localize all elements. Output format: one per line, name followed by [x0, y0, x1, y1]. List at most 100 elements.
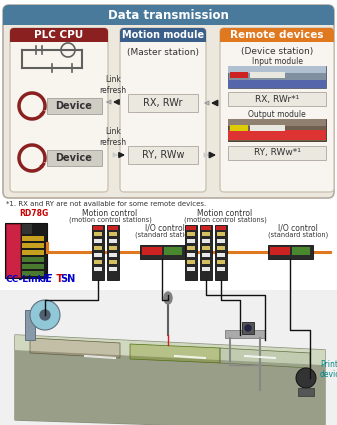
Bar	[22, 250, 44, 255]
Text: RX, RWr*¹: RX, RWr*¹	[255, 94, 299, 104]
Bar	[142, 247, 162, 255]
Text: Device: Device	[56, 153, 92, 163]
FancyBboxPatch shape	[220, 28, 334, 192]
Text: Remote devices: Remote devices	[230, 30, 324, 40]
Bar	[217, 246, 225, 250]
Bar	[94, 232, 102, 236]
Bar	[187, 239, 195, 243]
Bar	[25, 310, 35, 340]
Bar	[201, 226, 211, 230]
Bar	[268, 245, 313, 259]
Bar	[187, 260, 195, 264]
FancyBboxPatch shape	[120, 28, 206, 192]
Bar	[22, 243, 44, 248]
Bar	[94, 253, 102, 257]
Text: (motion control stations): (motion control stations)	[68, 217, 151, 223]
Bar	[230, 125, 248, 131]
FancyBboxPatch shape	[120, 28, 206, 42]
Bar	[22, 236, 44, 241]
Bar	[47, 98, 102, 114]
Text: Motion module: Motion module	[122, 30, 204, 40]
Text: (Device station): (Device station)	[241, 46, 313, 56]
Bar	[3, 16, 334, 25]
Polygon shape	[220, 348, 310, 368]
Bar	[94, 260, 102, 264]
Bar	[202, 267, 210, 271]
Bar	[217, 260, 225, 264]
Bar	[215, 225, 227, 280]
Bar	[164, 247, 182, 255]
Text: Motion control: Motion control	[197, 209, 253, 218]
Text: SN: SN	[60, 274, 75, 284]
Text: Link
refresh: Link refresh	[99, 75, 127, 95]
Ellipse shape	[245, 325, 251, 331]
Bar	[109, 246, 117, 250]
Bar	[202, 253, 210, 257]
Bar	[140, 245, 185, 259]
Text: Data transmission: Data transmission	[108, 8, 228, 22]
Text: I/O control: I/O control	[145, 224, 185, 232]
Bar	[108, 226, 118, 230]
Polygon shape	[15, 335, 325, 425]
Bar	[94, 246, 102, 250]
Text: IE: IE	[43, 274, 53, 284]
Bar	[187, 246, 195, 250]
Polygon shape	[130, 344, 220, 363]
Bar	[250, 125, 285, 131]
Polygon shape	[15, 335, 325, 365]
Bar	[225, 330, 265, 338]
Text: RX, RWr: RX, RWr	[143, 98, 183, 108]
Bar	[228, 66, 326, 88]
Text: (standard station): (standard station)	[268, 232, 328, 238]
FancyBboxPatch shape	[10, 28, 108, 192]
Bar	[242, 322, 254, 334]
Bar	[228, 66, 326, 73]
Bar	[217, 267, 225, 271]
Text: Link
refresh: Link refresh	[99, 128, 127, 147]
Bar	[216, 226, 226, 230]
Bar	[6, 224, 20, 277]
Bar	[187, 253, 195, 257]
Text: (standard station): (standard station)	[135, 232, 195, 238]
FancyBboxPatch shape	[10, 28, 108, 42]
Bar	[109, 253, 117, 257]
Ellipse shape	[164, 292, 172, 304]
Bar	[202, 239, 210, 243]
Polygon shape	[30, 338, 120, 358]
Bar	[22, 264, 44, 269]
Bar	[270, 247, 290, 255]
Bar	[92, 225, 104, 280]
Bar	[292, 247, 310, 255]
FancyBboxPatch shape	[3, 5, 334, 198]
Bar	[22, 257, 44, 262]
Text: PLC CPU: PLC CPU	[34, 30, 84, 40]
Bar	[298, 388, 314, 396]
Circle shape	[30, 300, 60, 330]
Bar	[186, 226, 196, 230]
Text: CC-Link: CC-Link	[5, 275, 43, 284]
Bar	[228, 130, 326, 140]
Text: Printing
device: Printing device	[320, 360, 337, 380]
Bar	[10, 35, 108, 42]
Bar	[228, 146, 326, 160]
Bar	[228, 92, 326, 106]
Text: I/O control: I/O control	[278, 224, 318, 232]
Bar	[109, 239, 117, 243]
Bar	[22, 271, 44, 276]
Bar	[128, 146, 198, 164]
Bar	[220, 35, 334, 42]
Bar	[109, 260, 117, 264]
Bar	[185, 225, 197, 280]
Bar	[107, 225, 119, 280]
Text: T: T	[53, 274, 63, 284]
Bar	[228, 80, 326, 88]
Text: *1. RX and RY are not available for some remote devices.: *1. RX and RY are not available for some…	[6, 201, 206, 207]
Circle shape	[40, 310, 50, 320]
Text: Device: Device	[56, 101, 92, 111]
Bar	[94, 239, 102, 243]
Bar	[120, 35, 206, 42]
Text: Output module: Output module	[248, 110, 306, 119]
Bar	[200, 225, 212, 280]
FancyBboxPatch shape	[220, 28, 334, 42]
Bar	[128, 94, 198, 112]
